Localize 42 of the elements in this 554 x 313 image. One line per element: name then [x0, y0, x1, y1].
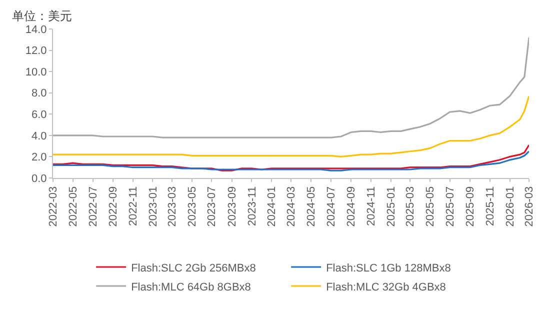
- x-tick-label: 2022-03: [48, 186, 60, 227]
- x-tick-label: 2022-07: [87, 186, 100, 227]
- y-axis-title: 单位：美元: [12, 9, 72, 23]
- legend-label: Flash:MLC 32Gb 4GBx8: [326, 281, 446, 294]
- x-tick-label: 2025-03: [404, 186, 417, 227]
- legend-label: Flash:MLC 64Gb 8GBx8: [131, 281, 251, 294]
- x-tick-label: 2022-09: [108, 186, 120, 227]
- x-tick-label: 2023-11: [246, 186, 258, 226]
- y-tick-label: 10.0: [25, 66, 47, 78]
- x-tick-label: 2025-11: [484, 186, 496, 226]
- x-tick-label: 2026-03: [524, 186, 536, 227]
- x-tick-label: 2026-01: [504, 186, 516, 227]
- x-tick-label: 2024-07: [325, 186, 338, 227]
- y-tick-label: 4.0: [32, 130, 47, 142]
- x-tick-label: 2023-07: [206, 186, 218, 227]
- x-tick-label: 2022-11: [127, 186, 140, 226]
- legend-label: Flash:SLC 1Gb 128MBx8: [326, 262, 451, 274]
- y-tick-label: 12.0: [25, 45, 47, 58]
- y-tick-label: 8.0: [32, 88, 47, 100]
- x-tick-label: 2024-09: [346, 186, 358, 227]
- line-series: [53, 36, 529, 138]
- x-tick-label: 2023-05: [186, 186, 198, 227]
- x-tick-label: 2022-05: [67, 186, 80, 227]
- y-tick-label: 6.0: [32, 108, 47, 121]
- line-series: [53, 144, 529, 172]
- x-tick-label: 2025-07: [444, 186, 456, 227]
- x-tick-label: 2025-01: [385, 186, 398, 227]
- x-tick-label: 2023-03: [166, 186, 178, 227]
- x-tick-label: 2025-05: [424, 186, 437, 227]
- y-tick-label: 2.0: [32, 152, 47, 164]
- y-tick-label: 14.0: [25, 24, 47, 36]
- line-series: [53, 150, 529, 172]
- y-tick-label: 0.0: [32, 172, 47, 185]
- x-tick-label: 2024-01: [266, 186, 278, 227]
- x-tick-label: 2024-03: [286, 186, 298, 227]
- x-tick-label: 2025-09: [464, 186, 477, 227]
- x-tick-label: 2023-01: [147, 186, 160, 227]
- x-tick-label: 2024-05: [306, 186, 318, 227]
- x-tick-label: 2024-11: [366, 186, 378, 226]
- line-series: [53, 95, 529, 158]
- legend-label: Flash:SLC 2Gb 256MBx8: [131, 262, 256, 274]
- x-tick-label: 2023-09: [226, 186, 238, 227]
